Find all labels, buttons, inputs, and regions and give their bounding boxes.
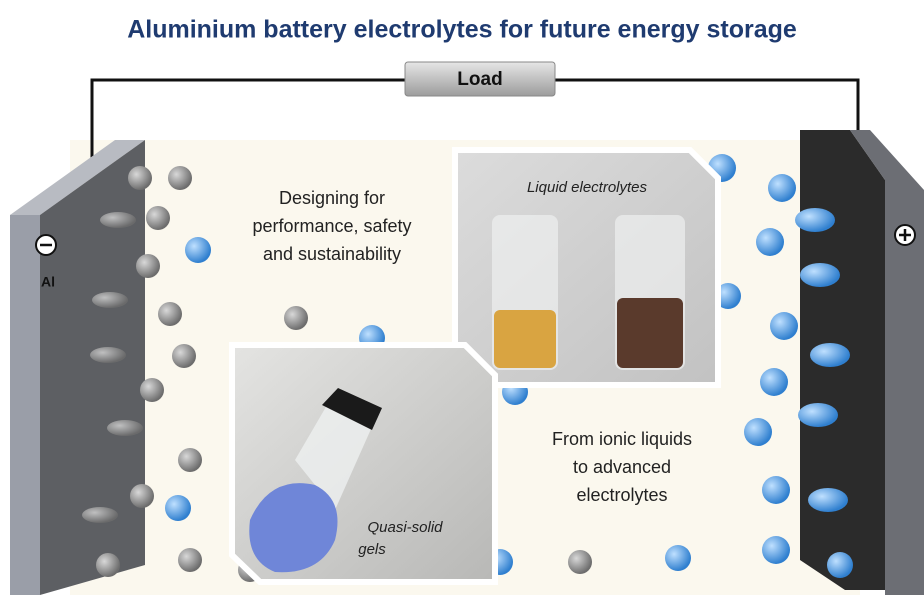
title: Aluminium battery electrolytes for futur…: [127, 16, 797, 44]
diagram: Aluminium battery electrolytes for futur…: [0, 0, 924, 595]
liquid-caption: Liquid electrolytes: [527, 179, 648, 196]
anode-label: Al: [41, 274, 55, 290]
vial-1-liquid: [494, 310, 556, 368]
ionic-text-line-3: electrolytes: [576, 485, 667, 505]
load-label: Load: [457, 69, 502, 90]
ionic-text-line-2: to advanced: [573, 457, 671, 477]
design-text-line-3: and sustainability: [263, 244, 401, 264]
vial-2-liquid: [617, 298, 683, 368]
ionic-text-line-1: From ionic liquids: [552, 429, 692, 449]
anode-side: [10, 200, 40, 595]
gel-caption-line-1: Quasi-solid: [367, 519, 443, 536]
design-text-line-2: performance, safety: [252, 216, 411, 236]
design-text-line-1: Designing for: [279, 188, 385, 208]
anode: [40, 140, 145, 595]
gel-caption-line-2: gels: [358, 541, 386, 558]
